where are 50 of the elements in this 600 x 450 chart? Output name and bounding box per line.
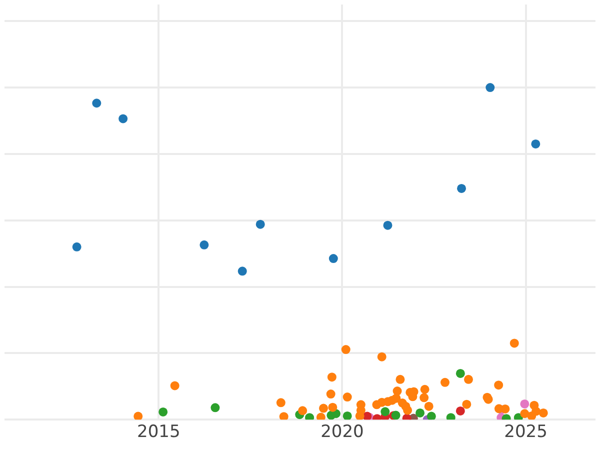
point <box>279 412 288 420</box>
point <box>118 114 128 124</box>
point <box>440 378 450 387</box>
point <box>424 402 434 411</box>
point <box>158 407 168 416</box>
point <box>328 402 338 412</box>
point <box>72 242 82 252</box>
point <box>298 406 308 416</box>
point <box>170 381 180 390</box>
point <box>92 98 102 108</box>
point <box>456 406 465 416</box>
point <box>420 384 430 394</box>
point <box>328 254 338 264</box>
point <box>396 374 405 384</box>
point <box>316 412 326 420</box>
point <box>276 398 286 408</box>
x-tick-label: 2025 <box>504 422 548 442</box>
point <box>520 409 530 418</box>
point <box>456 368 465 378</box>
point <box>510 338 519 348</box>
point <box>256 220 265 229</box>
point <box>326 390 336 399</box>
point <box>134 412 143 420</box>
point <box>538 408 548 418</box>
point <box>383 220 392 230</box>
point <box>494 380 504 390</box>
point <box>341 345 350 354</box>
x-tick-label: 2020 <box>320 422 364 442</box>
point <box>342 411 352 420</box>
point <box>377 352 386 362</box>
point <box>403 406 412 415</box>
point <box>520 399 530 408</box>
point <box>486 83 495 92</box>
point <box>342 392 352 402</box>
point <box>318 404 328 413</box>
point <box>531 139 540 148</box>
point <box>532 406 541 416</box>
point <box>380 407 390 416</box>
x-tick-label: 2015 <box>137 422 180 442</box>
point <box>327 372 336 382</box>
point <box>210 403 220 412</box>
point <box>416 408 425 418</box>
point <box>420 393 429 402</box>
point <box>200 240 209 250</box>
point <box>238 266 247 276</box>
point <box>392 386 402 396</box>
point <box>462 400 472 409</box>
point <box>457 184 466 193</box>
point <box>464 374 473 384</box>
point <box>426 412 436 420</box>
